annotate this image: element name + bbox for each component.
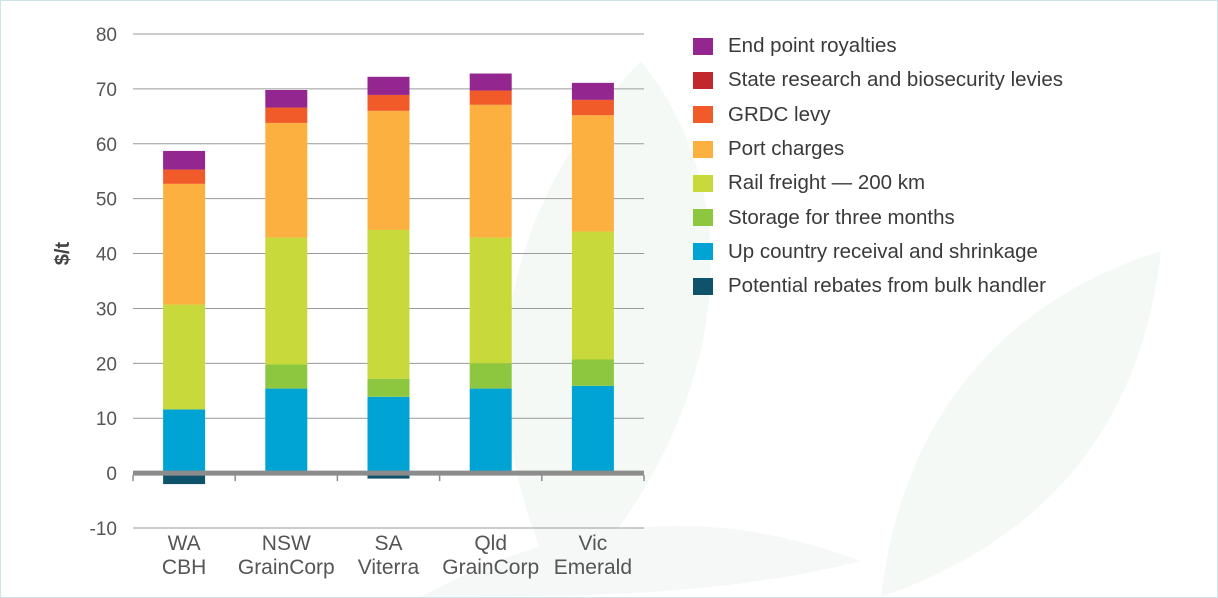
bar-segment: [265, 237, 308, 365]
bar-segment: [469, 104, 512, 238]
legend-swatch: [693, 71, 713, 89]
bar-segment: [571, 385, 614, 474]
legend-item: End point royalties: [693, 29, 1063, 63]
legend-item: State research and biosecurity levies: [693, 63, 1063, 97]
bar-segment: [469, 388, 512, 474]
bar-segment: [469, 363, 512, 389]
bar-segment: [265, 122, 308, 238]
y-tick-labels: -10 0 10 20 30 40 50 60 70 80: [90, 25, 117, 540]
bar-segment: [265, 107, 308, 123]
bar-segment: [367, 473, 410, 479]
legend-swatch: [693, 37, 713, 55]
y-tick-label: 30: [96, 299, 117, 320]
y-tick-label: 60: [96, 135, 117, 156]
legend-label: GRDC levy: [728, 102, 831, 126]
bar-segment: [367, 94, 410, 111]
legend-swatch: [693, 243, 713, 261]
x-category-label: SA Viterra: [358, 532, 420, 579]
bar-segment: [265, 364, 308, 389]
legend-item: Potential rebates from bulk handler: [693, 269, 1063, 303]
legend-label: End point royalties: [728, 34, 897, 58]
legend-item: Rail freight — 200 km: [693, 166, 1063, 200]
legend-swatch: [693, 277, 713, 295]
x-category-labels: WA CBH NSW GrainCorp SA Viterra Qld GrainCorp Vi…: [162, 532, 632, 579]
bar-segment: [571, 82, 614, 100]
legend-label: Potential rebates from bulk handler: [728, 274, 1046, 298]
bar-segment: [367, 76, 410, 95]
bar-segment: [265, 388, 308, 474]
y-tick-label: 80: [96, 25, 117, 46]
legend-swatch: [693, 209, 713, 227]
y-tick-label: -10: [90, 519, 117, 540]
legend-item: Up country receival and shrinkage: [693, 235, 1063, 269]
bars: [163, 73, 614, 485]
bar-segment: [571, 99, 614, 116]
y-tick-label: 10: [96, 409, 117, 430]
bar-segment: [469, 237, 512, 364]
legend-item: GRDC levy: [693, 98, 1063, 132]
x-tick-marks: [132, 475, 645, 482]
x-category-label: NSW GrainCorp: [238, 532, 335, 579]
legend: End point royalties State research and bi…: [693, 29, 1063, 303]
y-axis-label: $/t: [52, 242, 74, 266]
legend-label: Port charges: [728, 137, 845, 161]
x-category-label: WA CBH: [162, 532, 206, 579]
bar-segment: [571, 115, 614, 232]
legend-swatch: [693, 174, 713, 192]
bar-segment: [367, 229, 410, 379]
bar-segment: [265, 89, 308, 108]
bar-segment: [163, 169, 206, 184]
bar-segment: [571, 231, 614, 360]
y-tick-label: 50: [96, 190, 117, 211]
legend-item: Storage for three months: [693, 200, 1063, 234]
legend-item: Port charges: [693, 132, 1063, 166]
legend-label: State research and biosecurity levies: [728, 68, 1064, 92]
legend-label: Rail freight — 200 km: [728, 171, 926, 195]
bar-segment: [367, 396, 410, 474]
y-tick-label: 40: [96, 245, 117, 266]
legend-label: Up country receival and shrinkage: [728, 239, 1038, 263]
bar-segment: [469, 73, 512, 91]
x-category-label: Qld GrainCorp: [442, 532, 539, 579]
bar-segment: [367, 378, 410, 397]
bar-segment: [163, 473, 206, 485]
legend-label: Storage for three months: [728, 205, 955, 229]
bar-segment: [163, 409, 206, 474]
bar-segment: [571, 359, 614, 386]
bar-segment: [163, 183, 206, 305]
y-tick-label: 20: [96, 354, 117, 375]
x-category-label: Vic Emerald: [554, 532, 632, 579]
legend-swatch: [693, 140, 713, 158]
bar-segment: [163, 150, 206, 170]
bar-segment: [367, 110, 410, 230]
legend-swatch: [693, 106, 713, 124]
y-tick-label: 70: [96, 80, 117, 101]
bar-segment: [163, 304, 206, 410]
bar-segment: [469, 90, 512, 105]
y-tick-label: 0: [106, 464, 117, 485]
